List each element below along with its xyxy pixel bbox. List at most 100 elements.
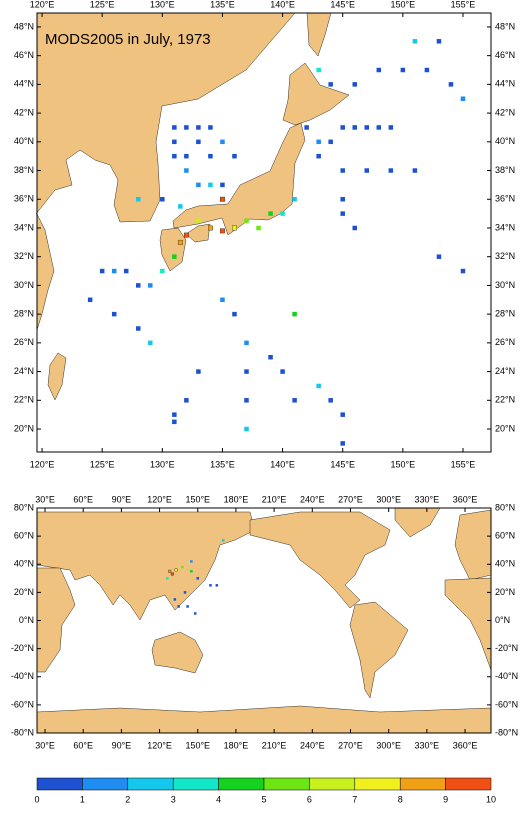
lon-label: 145°E (330, 0, 355, 9)
colorbar-segment (82, 777, 129, 791)
observation-cell (177, 605, 180, 608)
lon-label: 120°E (147, 740, 172, 750)
observation-cell (340, 211, 345, 216)
observation-cell (168, 569, 172, 573)
observation-cell (172, 254, 177, 259)
lon-label: 140°E (270, 459, 295, 469)
lon-label: 120°E (30, 459, 55, 469)
lon-label: 90°E (112, 494, 132, 504)
observation-cell (268, 354, 273, 360)
lat-label: 36°N (14, 194, 34, 204)
lon-label: 135°E (210, 0, 235, 9)
observation-cell (220, 297, 225, 303)
observation-cell (232, 153, 237, 159)
observation-cell (172, 419, 177, 425)
lat-label: 40°N (14, 559, 34, 569)
lon-label: 120°E (147, 494, 172, 504)
observation-cell (111, 268, 117, 274)
observation-cell (220, 228, 225, 234)
lat-label: 28°N (495, 309, 515, 319)
lat-label: 22°N (495, 395, 515, 405)
observation-cell (244, 369, 249, 374)
observation-cell (208, 125, 213, 130)
observation-cell (160, 268, 165, 274)
observation-cell (340, 412, 345, 417)
observation-cell (193, 612, 197, 615)
lon-label: 60°E (73, 494, 93, 504)
observation-cell (184, 125, 189, 130)
lat-label: 20°N (495, 423, 515, 433)
observation-cell (340, 168, 345, 173)
observation-cell (244, 426, 249, 432)
lat-label: 48°N (495, 21, 515, 31)
lon-label: 180°E (224, 494, 249, 504)
lon-label: 180°E (224, 740, 249, 750)
observation-cell (111, 311, 117, 317)
map-title: MODS2005 in July, 1973 (45, 31, 211, 48)
observation-cell (328, 82, 333, 87)
observation-cell (352, 225, 357, 231)
observation-cell (183, 232, 189, 238)
observation-cell (268, 211, 273, 216)
observation-cell (364, 125, 370, 130)
observation-cell (215, 584, 219, 587)
lon-label: 145°E (330, 459, 355, 469)
colorbar-label: 1 (80, 794, 85, 804)
colorbar-label: 9 (443, 794, 448, 804)
observation-cell (436, 39, 442, 44)
observation-cell (280, 211, 285, 216)
lon-label: 150°E (391, 0, 416, 9)
colorbar-segment (354, 777, 401, 791)
observation-cell (352, 125, 357, 130)
observation-cell (208, 153, 213, 159)
observation-cell (196, 218, 201, 224)
observation-cell (136, 283, 141, 288)
lat-label: 22°N (14, 395, 34, 405)
lat-label: 34°N (495, 222, 515, 232)
observation-cell (292, 197, 297, 202)
lon-label: 240°E (300, 740, 325, 750)
observation-cell (304, 125, 309, 130)
observation-cell (208, 182, 213, 188)
lat-label: 34°N (14, 222, 34, 232)
lon-label: 330°E (415, 740, 440, 750)
observation-cell (292, 311, 297, 317)
lon-label: 90°E (112, 740, 132, 750)
observation-cell (172, 153, 177, 159)
observation-cell (364, 168, 370, 173)
observation-cell (178, 204, 183, 209)
lat-label: 44°N (14, 79, 34, 89)
lon-label: 135°E (210, 459, 235, 469)
observation-cell (184, 168, 189, 173)
lat-label: -80°N (11, 727, 34, 737)
observation-cell (196, 139, 201, 145)
observation-cell (136, 197, 141, 202)
lat-label: 48°N (14, 21, 34, 31)
shikoku (185, 223, 211, 243)
lat-label: 24°N (495, 366, 515, 376)
observation-cell (424, 67, 430, 73)
lon-label: 360°E (453, 740, 478, 750)
lat-label: 38°N (495, 165, 515, 175)
observation-cell (221, 539, 225, 542)
observation-cell (244, 340, 249, 346)
observation-cell (316, 139, 321, 145)
north-america (249, 511, 391, 609)
asia-mainland (35, 12, 296, 223)
lat-label: 42°N (14, 107, 34, 117)
colorbar-segment (36, 777, 83, 791)
observation-cell (181, 565, 184, 569)
observation-cell (177, 239, 183, 245)
lon-label: 130°E (150, 459, 175, 469)
lat-label: 0°N (19, 615, 34, 625)
africa (36, 567, 76, 673)
lon-label: 150°E (391, 459, 416, 469)
observation-cell (172, 125, 177, 130)
lon-label: 120°E (30, 0, 55, 9)
observation-cell (148, 340, 153, 346)
observation-cell (160, 197, 165, 202)
observation-cell (256, 225, 261, 231)
lat-label: 40°N (495, 559, 515, 569)
observation-cell (172, 412, 177, 417)
observation-cell (196, 182, 201, 188)
